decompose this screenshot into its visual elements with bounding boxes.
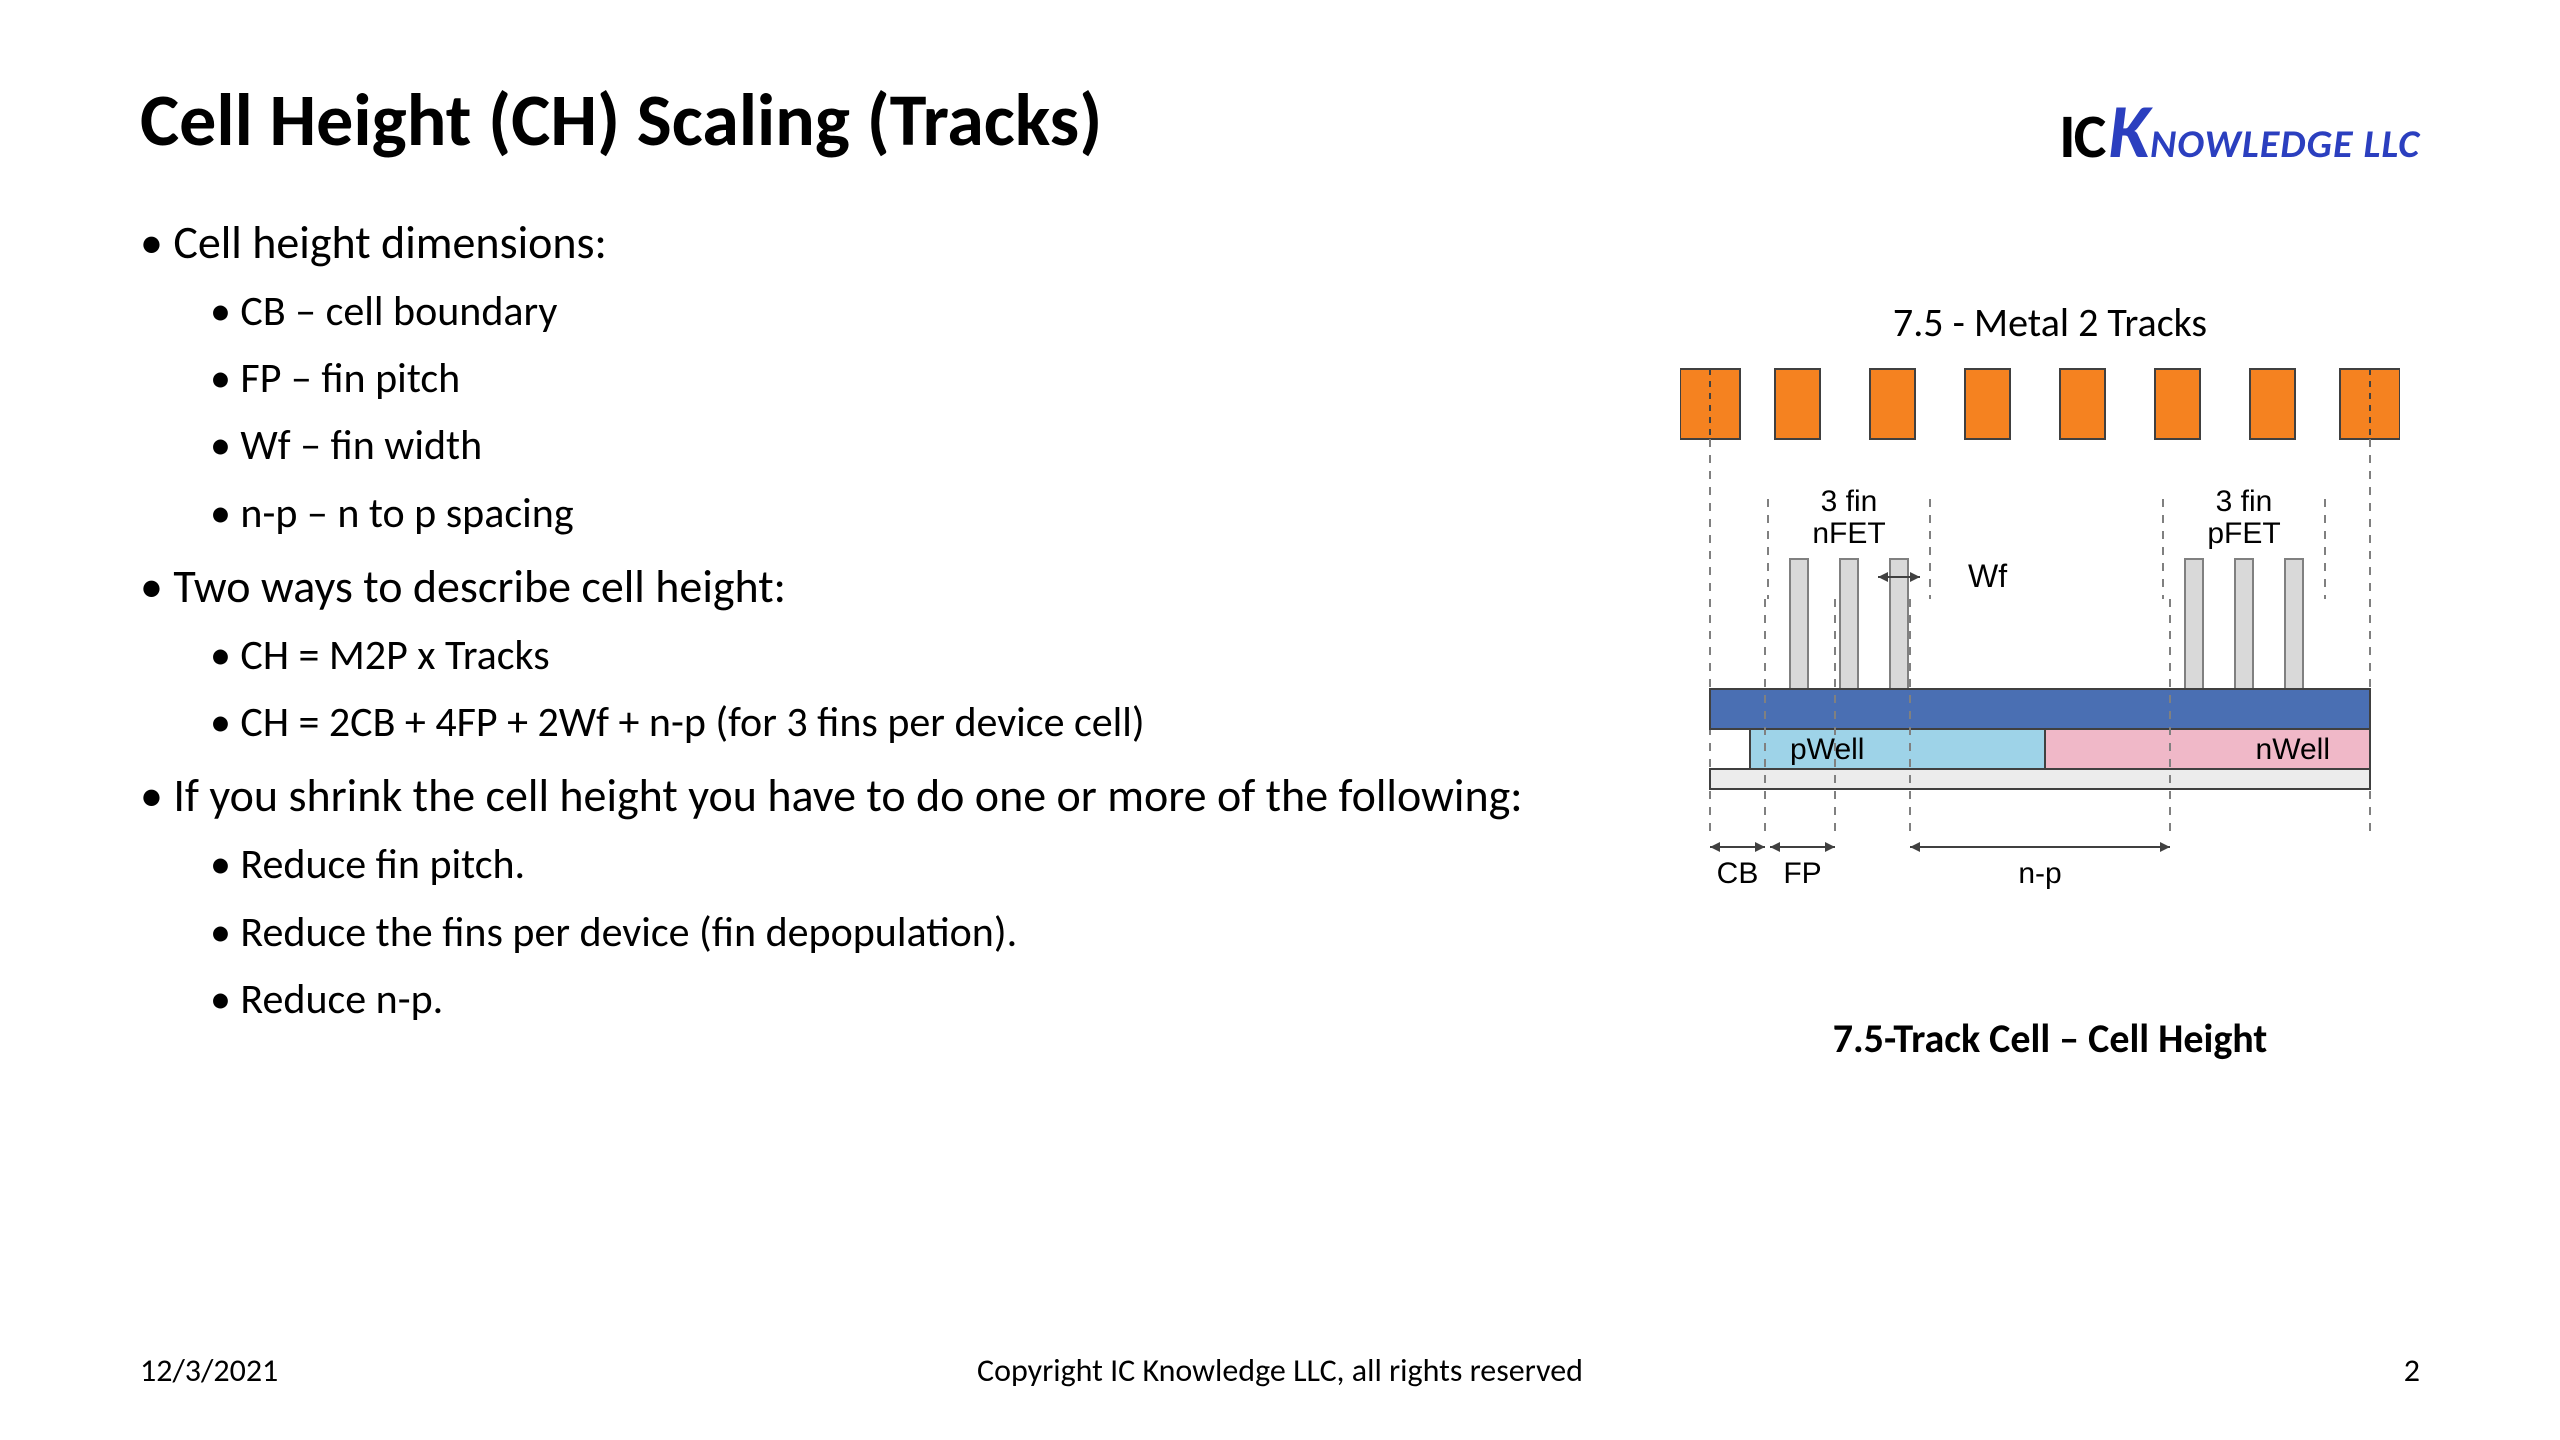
bullet-lvl2: Reduce fin pitch. <box>210 832 1640 897</box>
figure-caption: 7.5-Track Cell – Cell Height <box>1680 1014 2420 1063</box>
bullet-lvl2: FP – fin pitch <box>210 346 1640 411</box>
bullet-lvl1: Two ways to describe cell height:CH = M2… <box>140 552 1640 755</box>
logo-rest: NOWLEDGE LLC <box>2150 119 2420 168</box>
footer: 12/3/2021 Copyright IC Knowledge LLC, al… <box>140 1351 2420 1390</box>
footer-copyright: Copyright IC Knowledge LLC, all rights r… <box>977 1351 1583 1390</box>
bullet-lvl2: Reduce n-p. <box>210 967 1640 1032</box>
cell-height-diagram: 3 finnFET3 finpFETWfpWellnWellCBFPn-p <box>1680 359 2400 979</box>
svg-text:n-p: n-p <box>2018 857 2061 890</box>
svg-text:pFET: pFET <box>2207 517 2280 550</box>
bullet-lvl2: Wf – fin width <box>210 413 1640 478</box>
svg-text:nFET: nFET <box>1812 517 1885 550</box>
svg-text:CB: CB <box>1717 857 1759 890</box>
footer-date: 12/3/2021 <box>140 1351 278 1390</box>
bullet-lvl1: If you shrink the cell height you have t… <box>140 761 1640 1032</box>
svg-text:3 fin: 3 fin <box>2216 485 2273 518</box>
header: Cell Height (CH) Scaling (Tracks) IC KNO… <box>140 80 2420 178</box>
content: Cell height dimensions:CB – cell boundar… <box>140 208 2420 1063</box>
bullet-lvl2: n-p – n to p spacing <box>210 481 1640 546</box>
svg-text:Wf: Wf <box>1968 558 2007 594</box>
figure-column: 7.5 - Metal 2 Tracks 3 finnFET3 finpFETW… <box>1680 208 2420 1063</box>
logo: IC KNOWLEDGE LLC <box>2059 86 2420 178</box>
logo-ic: IC <box>2059 98 2104 174</box>
figure-top-label: 7.5 - Metal 2 Tracks <box>1680 298 2420 347</box>
footer-page: 2 <box>2404 1351 2420 1390</box>
bullet-lvl2: CB – cell boundary <box>210 279 1640 344</box>
logo-k: K <box>2108 86 2150 178</box>
bullet-lvl2: CH = M2P x Tracks <box>210 623 1640 688</box>
bullet-lvl2: CH = 2CB + 4FP + 2Wf + n-p (for 3 fins p… <box>210 690 1640 755</box>
bullet-lvl2: Reduce the fins per device (fin depopula… <box>210 900 1640 965</box>
slide: Cell Height (CH) Scaling (Tracks) IC KNO… <box>0 0 2560 1440</box>
bullet-lvl1: Cell height dimensions:CB – cell boundar… <box>140 208 1640 546</box>
svg-text:nWell: nWell <box>2256 733 2330 766</box>
slide-title: Cell Height (CH) Scaling (Tracks) <box>140 80 1102 161</box>
svg-text:3 fin: 3 fin <box>1821 485 1878 518</box>
svg-text:FP: FP <box>1783 857 1821 890</box>
bullet-list: Cell height dimensions:CB – cell boundar… <box>140 208 1640 1063</box>
svg-text:pWell: pWell <box>1790 733 1864 766</box>
logo-knowledge: KNOWLEDGE LLC <box>2110 86 2420 178</box>
